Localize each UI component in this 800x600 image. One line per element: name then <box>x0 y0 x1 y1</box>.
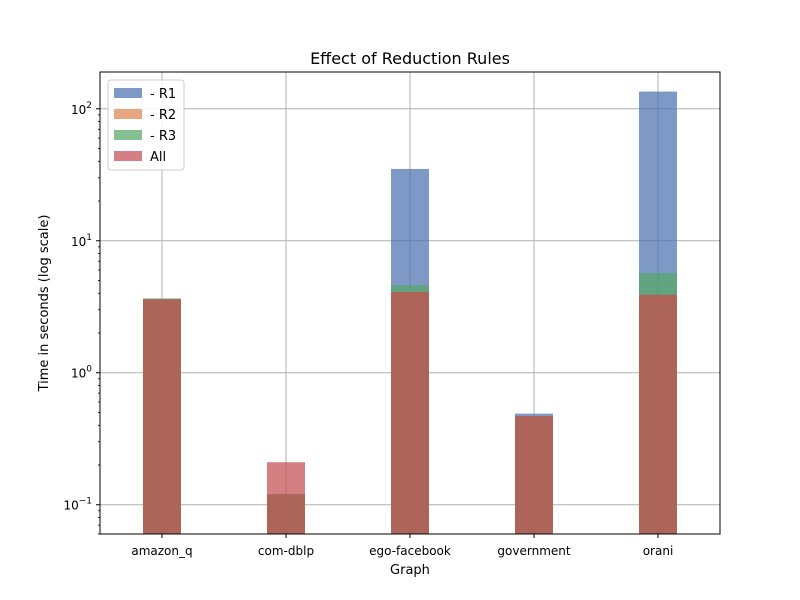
legend-swatch <box>114 151 142 161</box>
bar-all-amazon_q <box>143 299 181 534</box>
bars-layer <box>143 91 677 535</box>
ticks-layer: 10−1 100 101 102 amazon_q com-dblp ego-faceboo… <box>63 101 673 558</box>
y-axis-label: Time in seconds (log scale) <box>37 215 52 393</box>
y-tick-label: 102 <box>71 101 92 117</box>
x-tick-label-ego-facebook: ego-facebook <box>369 544 451 558</box>
bar-all-orani <box>639 294 677 534</box>
legend-swatch <box>114 130 142 140</box>
legend-label: All <box>150 150 166 165</box>
y-tick-label: 100 <box>71 365 92 381</box>
x-tick-label-amazon_q: amazon_q <box>131 544 192 558</box>
legend-swatch <box>114 109 142 119</box>
legend-label: - R3 <box>150 129 176 144</box>
bar-all-ego-facebook <box>391 291 429 534</box>
x-tick-label-orani: orani <box>643 544 674 558</box>
legend-swatch <box>114 88 142 98</box>
legend-label: - R2 <box>150 108 176 123</box>
legend-label: - R1 <box>150 87 176 102</box>
y-tick-label: 101 <box>71 233 92 249</box>
x-axis-label: Graph <box>390 563 430 578</box>
chart-title: Effect of Reduction Rules <box>310 49 510 68</box>
bar-all-government <box>515 416 553 534</box>
bar-all-com-dblp <box>267 462 305 534</box>
y-tick-label: 10−1 <box>63 497 92 513</box>
x-tick-label-government: government <box>497 544 570 558</box>
legend-box <box>107 79 185 171</box>
legend: - R1 - R2 - R3 All <box>107 79 185 171</box>
x-tick-label-com-dblp: com-dblp <box>258 544 314 558</box>
